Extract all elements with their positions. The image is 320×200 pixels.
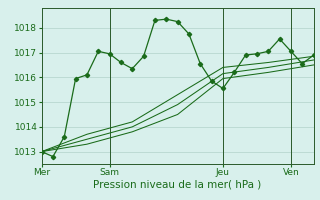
X-axis label: Pression niveau de la mer( hPa ): Pression niveau de la mer( hPa ) — [93, 180, 262, 190]
